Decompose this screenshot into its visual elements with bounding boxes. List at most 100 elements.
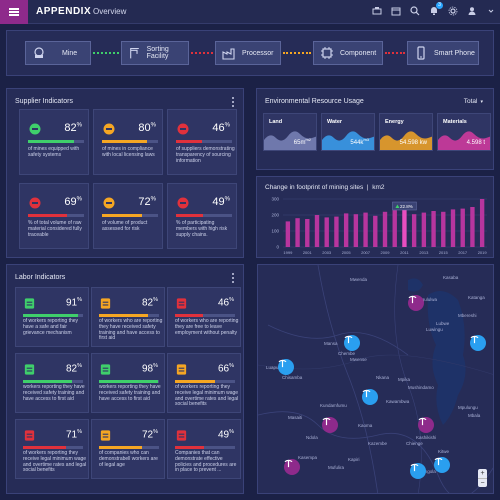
chart-bar[interactable] bbox=[373, 215, 378, 247]
resource-card-materials[interactable]: Materials 4.598 t bbox=[437, 113, 491, 151]
resource-card-energy[interactable]: Energy 54.598 kw bbox=[379, 113, 433, 151]
indicator-progress-bar bbox=[176, 214, 232, 217]
chart-bar[interactable] bbox=[382, 211, 388, 247]
pickaxe-icon bbox=[434, 457, 443, 466]
map-pin-site[interactable] bbox=[434, 457, 450, 473]
y-tick-label: 100 bbox=[271, 229, 279, 234]
total-dropdown-label: Total bbox=[463, 98, 478, 105]
map-pin-site[interactable] bbox=[470, 335, 486, 351]
chart-bar[interactable] bbox=[353, 214, 359, 247]
chart-title-text: Change in footprint of mining sites bbox=[265, 184, 364, 191]
map-pin-site[interactable] bbox=[408, 295, 424, 311]
notification-icon[interactable]: 3 bbox=[429, 2, 443, 16]
user-icon[interactable] bbox=[467, 6, 477, 16]
chart-bar[interactable] bbox=[479, 199, 485, 247]
map-place-label: Chienge bbox=[406, 441, 423, 446]
indicator-value: 49% bbox=[217, 429, 234, 441]
supplier-indicator-card[interactable]: 80% of mines in compliance with local lic… bbox=[93, 109, 163, 175]
pickaxe-icon bbox=[344, 335, 353, 344]
labor-indicator-card[interactable]: 49% Companies that can demonstrate effect… bbox=[167, 419, 241, 479]
map-place-label: Mpulungu bbox=[458, 405, 478, 410]
labor-indicator-card[interactable]: 46% of workers who are reporting they are… bbox=[167, 287, 241, 347]
labor-indicator-card[interactable]: 91% of workers reporting they have a safe… bbox=[15, 287, 89, 347]
panel-title: Supplier Indicators bbox=[15, 98, 73, 105]
map-pin-site[interactable] bbox=[362, 389, 378, 405]
mining-sites-map[interactable]: KasabaMwendaChiungululwaKatangaLuwinguLu… bbox=[257, 264, 494, 494]
chart-bar[interactable] bbox=[324, 217, 329, 247]
resource-card-land[interactable]: Land 65mm2 bbox=[263, 113, 317, 151]
chart-bar[interactable] bbox=[450, 209, 456, 247]
flow-node-sorting-facility[interactable]: Sorting Facility bbox=[121, 41, 189, 65]
resource-value: 4.598 t bbox=[466, 140, 485, 146]
resource-sparkline bbox=[438, 131, 490, 150]
flow-node-mine[interactable]: Mine bbox=[25, 41, 91, 65]
map-pin-site[interactable] bbox=[344, 335, 360, 351]
map-pin-site[interactable] bbox=[322, 417, 338, 433]
indicator-value: 72% bbox=[138, 196, 156, 208]
labor-indicator-card[interactable]: 66% of workers reporting they receive leg… bbox=[167, 353, 241, 413]
pickaxe-icon bbox=[408, 295, 417, 304]
indicator-description: of volume of product assessed for risk bbox=[102, 220, 148, 232]
map-pin-site[interactable] bbox=[410, 463, 426, 479]
chart-bar[interactable] bbox=[392, 210, 397, 247]
zoom-out-button[interactable]: − bbox=[478, 478, 487, 487]
indicator-description: of suppliers demonstrating transparency … bbox=[176, 146, 235, 164]
labor-indicator-card[interactable]: 82% workers reporting they have received … bbox=[15, 353, 89, 413]
chart-bar[interactable] bbox=[343, 213, 349, 247]
map-pin-site[interactable] bbox=[418, 417, 434, 433]
chart-bar[interactable] bbox=[431, 211, 436, 247]
more-options-icon[interactable] bbox=[230, 97, 236, 107]
flow-node-component[interactable]: Component bbox=[313, 41, 383, 65]
chart-bar[interactable] bbox=[441, 211, 446, 247]
indicator-progress-bar bbox=[28, 140, 84, 143]
chevron-down-icon[interactable] bbox=[486, 6, 494, 16]
indicator-value: 82% bbox=[65, 363, 82, 375]
indicator-progress-bar bbox=[99, 446, 159, 449]
chart-bar[interactable] bbox=[305, 219, 310, 247]
chart-bar[interactable] bbox=[470, 207, 475, 247]
flow-node-label: Sorting Facility bbox=[146, 46, 169, 60]
supplier-indicator-card[interactable]: 49% % of participating members with high … bbox=[167, 183, 237, 249]
chart-bar[interactable] bbox=[402, 202, 407, 247]
chart-bar[interactable] bbox=[285, 221, 291, 247]
supplier-indicator-card[interactable]: 72% of volume of product assessed for ris… bbox=[93, 183, 163, 249]
map-place-label: Mbala bbox=[468, 413, 481, 418]
chart-bar[interactable] bbox=[421, 212, 427, 247]
supplier-indicator-card[interactable]: 46% of suppliers demonstrating transparen… bbox=[167, 109, 237, 175]
supplier-indicator-card[interactable]: 69% % of total volume of raw material con… bbox=[19, 183, 89, 249]
supplier-indicator-card[interactable]: 82% of mines equipped with safety systems bbox=[19, 109, 89, 175]
flow-node-processor[interactable]: Processor bbox=[215, 41, 281, 65]
y-tick-label: 0 bbox=[276, 245, 279, 250]
print-icon[interactable] bbox=[372, 6, 382, 16]
map-pin-site[interactable] bbox=[284, 459, 300, 475]
map-pin-site[interactable] bbox=[278, 359, 294, 375]
flow-node-label: Smart Phone bbox=[434, 49, 475, 57]
more-options-icon[interactable] bbox=[230, 273, 236, 283]
calendar-icon[interactable] bbox=[391, 6, 401, 16]
labor-indicator-card[interactable]: 72% of companies who can demonstrabell wo… bbox=[91, 419, 165, 479]
x-tick-label: 2015 bbox=[439, 250, 449, 255]
flow-node-smart-phone[interactable]: Smart Phone bbox=[407, 41, 479, 65]
chart-bar[interactable] bbox=[314, 215, 320, 247]
resource-card-water[interactable]: Water 544km3 bbox=[321, 113, 375, 151]
total-dropdown[interactable]: Total ▾ bbox=[464, 98, 483, 105]
footprint-chart-panel: Change in footprint of mining sites | km… bbox=[256, 176, 494, 258]
nav-overview[interactable]: Overview bbox=[93, 7, 127, 16]
indicator-value: 91% bbox=[65, 297, 82, 309]
chart-bar[interactable] bbox=[295, 218, 300, 247]
chart-title: Change in footprint of mining sites | km… bbox=[265, 184, 385, 191]
labor-indicator-card[interactable]: 98% workers reporting they have received … bbox=[91, 353, 165, 413]
indicator-description: % of participating members with high ris… bbox=[176, 220, 228, 238]
chart-bar[interactable] bbox=[411, 214, 417, 247]
settings-icon[interactable] bbox=[448, 6, 458, 16]
menu-button[interactable] bbox=[0, 0, 28, 24]
chart-bar[interactable] bbox=[363, 212, 368, 247]
chart-bar[interactable] bbox=[460, 208, 465, 247]
labor-indicator-card[interactable]: 71% of workers reporting they receive leg… bbox=[15, 419, 89, 479]
indicator-progress-bar bbox=[102, 140, 158, 143]
search-icon[interactable] bbox=[410, 6, 420, 16]
zoom-in-button[interactable]: + bbox=[480, 470, 485, 477]
labor-indicator-card[interactable]: 82% of workers who are reporting they hav… bbox=[91, 287, 165, 347]
indicator-description: % of total volume of raw material consid… bbox=[28, 220, 82, 238]
chart-bar[interactable] bbox=[334, 216, 339, 247]
